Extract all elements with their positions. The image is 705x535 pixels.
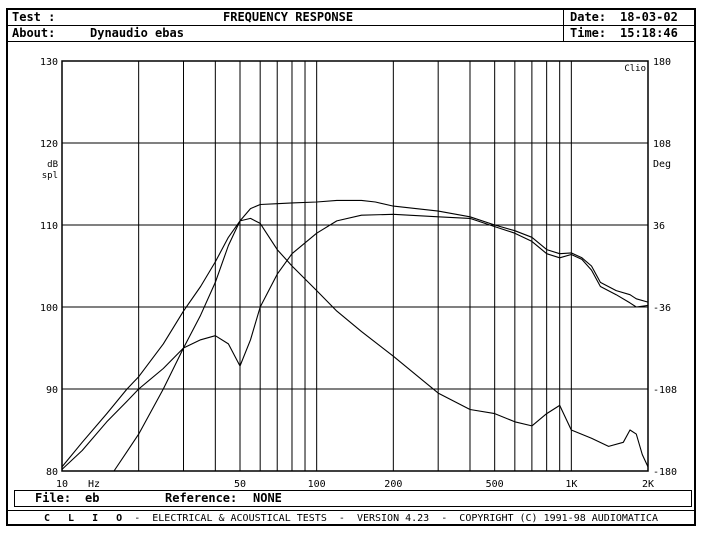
chart-title: FREQUENCY RESPONSE	[223, 10, 354, 24]
time-label: Time:	[570, 26, 607, 40]
x-tick-label-200: 200	[384, 479, 402, 490]
file-bar: File: eb Reference: NONE	[14, 490, 692, 507]
y-axis-label-0: dB	[47, 160, 58, 170]
corner-label: Clio	[624, 64, 646, 74]
y-tick-label-90: 90	[46, 385, 58, 396]
file-label: File:	[35, 491, 72, 505]
file-value: eb	[85, 491, 100, 505]
frequency-response-chart: 80 90 100 110 120 130 -180 -108 -36 36 108 180 10 50 1…	[40, 57, 677, 490]
x-unit-label: Hz	[88, 479, 100, 490]
test-label: Test :	[12, 10, 56, 24]
x-tick-label-1K: 1K	[565, 479, 577, 490]
series-line-1	[61, 199, 649, 470]
clio-window: Test : FREQUENCY RESPONSE Date: 18-03-02…	[6, 8, 696, 526]
plot-border	[61, 60, 649, 472]
series-line-2	[61, 217, 649, 468]
series-line-3	[113, 213, 649, 472]
header-divider	[563, 10, 564, 41]
footer-text: - ELECTRICAL & ACOUSTICAL TESTS - VERSIO…	[128, 513, 658, 524]
y2-tick-label--180: -180	[653, 467, 677, 478]
x-tick-label-500: 500	[486, 479, 504, 490]
about-label: About:	[12, 26, 56, 40]
about-value: Dynaudio ebas	[90, 26, 184, 40]
y-tick-label-130: 130	[40, 57, 58, 68]
reference-value: NONE	[253, 491, 282, 505]
reference-label: Reference:	[165, 491, 238, 505]
x-tick-label-50: 50	[234, 479, 246, 490]
plot-area: 80 90 100 110 120 130 -180 -108 -36 36 108 180 10 50 1…	[8, 43, 694, 493]
x-tick-label-10: 10	[56, 479, 68, 490]
date-label: Date:	[570, 10, 607, 24]
footer-bar: C L I O - ELECTRICAL & ACOUSTICAL TESTS …	[8, 510, 694, 527]
time-value: 15:18:46	[620, 26, 678, 40]
header-row-2: About: Dynaudio ebas Time: 15:18:46	[8, 26, 694, 42]
y2-tick-label-36: 36	[653, 221, 665, 232]
y2-tick-label-108: 108	[653, 139, 671, 150]
y-axis-label-1: spl	[42, 171, 58, 181]
footer-brand: C L I O	[44, 513, 129, 524]
y-tick-label-80: 80	[46, 467, 58, 478]
y2-tick-label-180: 180	[653, 57, 671, 68]
date-value: 18-03-02	[620, 10, 678, 24]
x-tick-label-2K: 2K	[642, 479, 654, 490]
y-tick-label-100: 100	[40, 303, 58, 314]
header-row-1: Test : FREQUENCY RESPONSE Date: 18-03-02	[8, 10, 694, 26]
y2-tick-label--108: -108	[653, 385, 677, 396]
x-tick-label-100: 100	[308, 479, 326, 490]
y2-axis-label: Deg	[653, 159, 671, 170]
y-tick-label-110: 110	[40, 221, 58, 232]
y2-tick-label--36: -36	[653, 303, 671, 314]
y-tick-label-120: 120	[40, 139, 58, 150]
